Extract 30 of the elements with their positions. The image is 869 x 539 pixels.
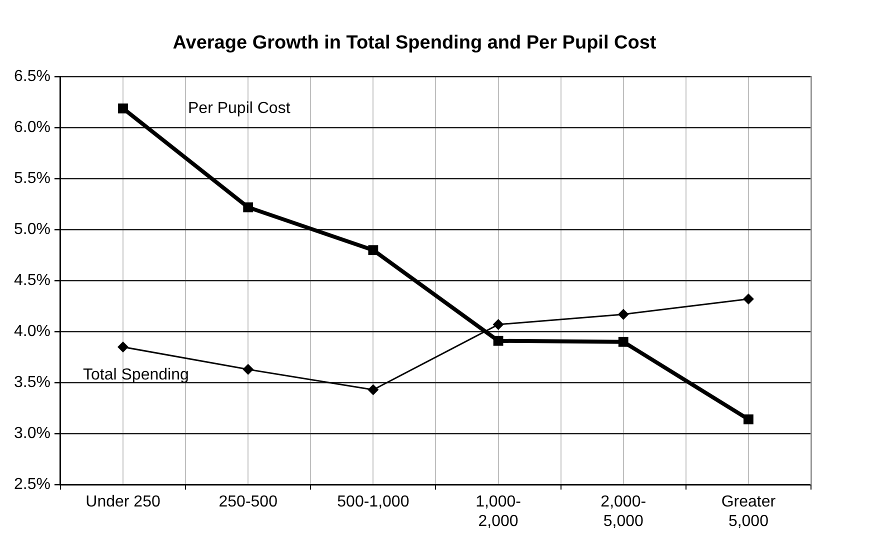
point (118, 103, 128, 114)
x-tick-label: 2,000- 5,000 (600, 494, 646, 530)
point (368, 245, 378, 256)
x-tick-label: 1,000- 2,000 (476, 494, 521, 530)
point (742, 294, 754, 305)
x-tick-label: Greater 5,000 (721, 494, 776, 530)
point (744, 414, 754, 424)
y-tick-label: 4.5% (14, 272, 50, 290)
x-tick-label: Under 250 (86, 494, 160, 511)
point (243, 202, 254, 212)
y-tick-label: 2.5% (14, 476, 50, 494)
point (493, 336, 504, 346)
y-tick-label: 6.0% (14, 119, 50, 136)
point (242, 364, 254, 375)
point (368, 384, 379, 396)
x-tick-label: 500-1,000 (337, 494, 410, 511)
chart-title: Average Growth in Total Spending and Per Pupil Cost (172, 32, 657, 54)
y-tick-label: 3.5% (14, 374, 50, 392)
y-tick-label: 3.0% (14, 425, 50, 442)
y-tick-label: 6.5% (14, 68, 50, 86)
x-tick-label: 250-500 (218, 494, 278, 511)
point (618, 308, 629, 320)
point (618, 336, 628, 347)
y-tick-label: 4.0% (14, 323, 50, 340)
y-tick-label: 5.0% (14, 221, 50, 238)
text: Per Pupil Cost (188, 100, 291, 117)
point (118, 341, 129, 352)
y-tick-label: 5.5% (14, 170, 50, 188)
series-label: Total Spending (83, 366, 189, 384)
point (492, 319, 504, 330)
